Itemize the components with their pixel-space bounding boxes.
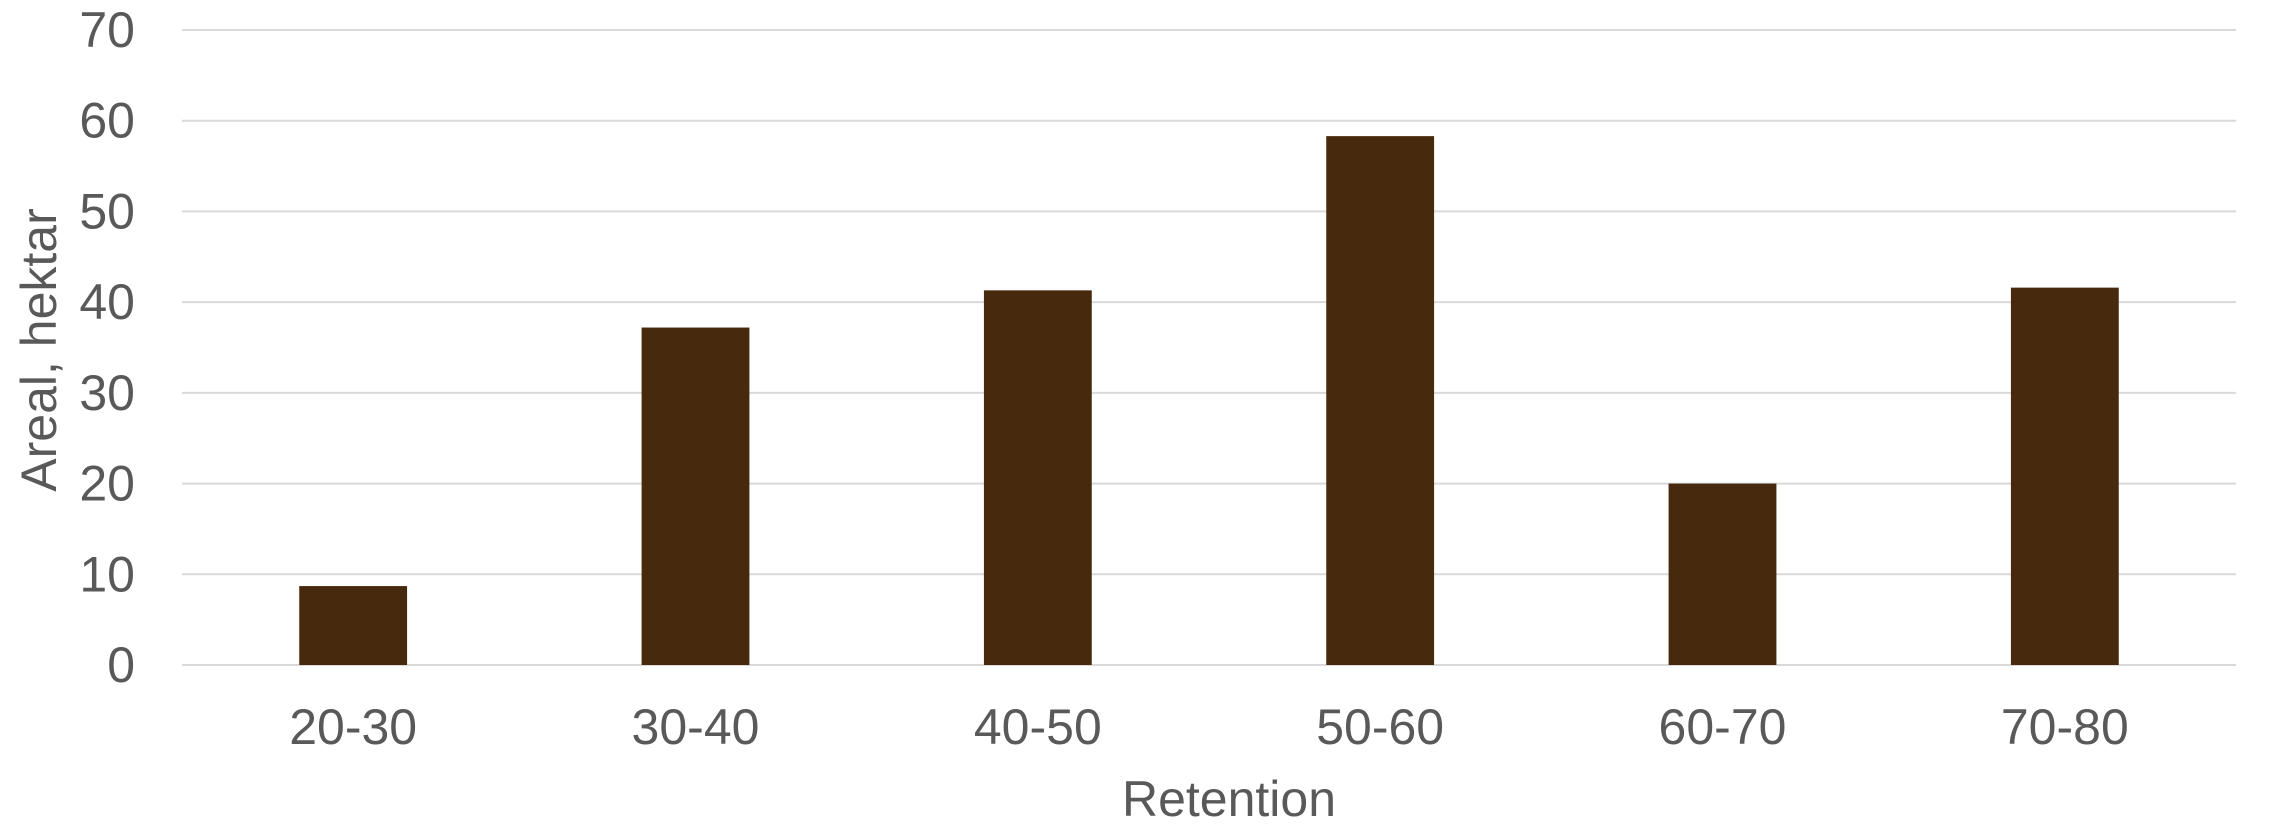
bar-50-60 [1326,136,1435,665]
y-tick-label: 10 [79,546,135,602]
bar-60-70 [1668,483,1777,665]
gridlines [182,29,2236,666]
y-tick-label: 30 [79,365,135,421]
y-tick-label: 40 [79,274,135,330]
y-axis-title: Areal, hektar [11,208,67,491]
x-tick-label: 60-70 [1659,699,1787,755]
x-tick-label: 70-80 [2001,699,2129,755]
y-tick-label: 70 [79,2,135,58]
y-tick-label: 20 [79,456,135,512]
x-axis-ticks: 20-30 30-40 40-50 50-60 60-70 70-80 [289,699,2129,755]
x-tick-label: 20-30 [289,699,417,755]
bar-70-80 [2010,287,2119,665]
y-axis-ticks: 0 10 20 30 40 50 60 70 [79,2,135,693]
y-tick-label: 50 [79,183,135,239]
x-tick-label: 40-50 [974,699,1102,755]
x-tick-label: 30-40 [632,699,760,755]
bar-30-40 [641,327,750,665]
y-tick-label: 0 [107,637,135,693]
bars [299,136,2119,665]
x-axis-title: Retention [1122,771,1336,820]
x-tick-label: 50-60 [1316,699,1444,755]
bar-40-50 [983,290,1092,665]
bar-20-30 [299,586,408,665]
y-tick-label: 60 [79,93,135,149]
